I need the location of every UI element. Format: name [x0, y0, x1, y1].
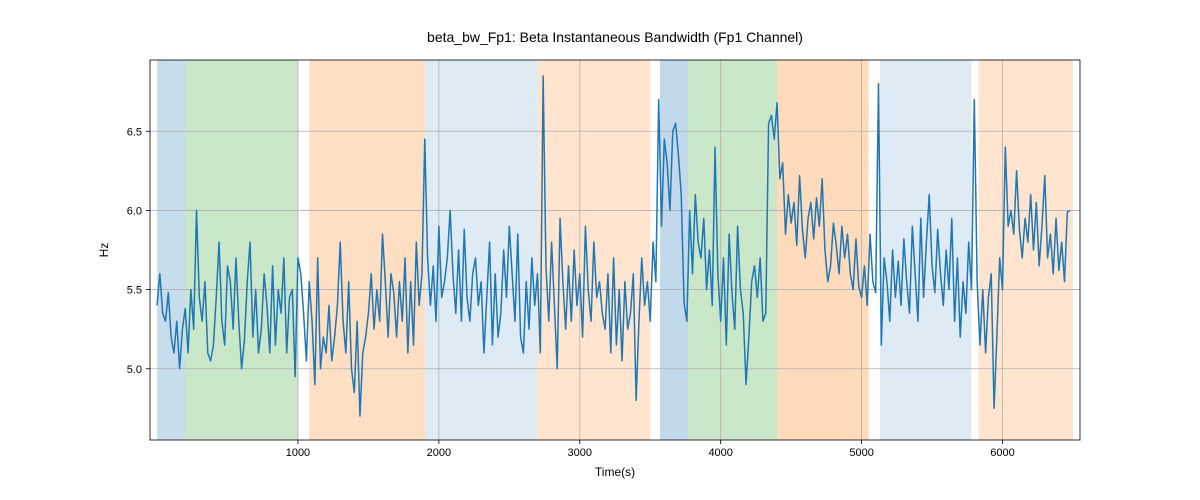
- ytick-label: 5.0: [127, 364, 142, 376]
- region-1: [185, 60, 298, 440]
- xtick-label: 4000: [708, 447, 732, 459]
- region-2: [309, 60, 425, 440]
- region-5: [660, 60, 688, 440]
- y-axis-label: Hz: [97, 243, 111, 258]
- xtick-label: 3000: [568, 447, 592, 459]
- xtick-label: 5000: [849, 447, 873, 459]
- ytick-label: 6.0: [127, 205, 142, 217]
- ytick-label: 5.5: [127, 285, 142, 297]
- region-3: [425, 60, 538, 440]
- xtick-label: 1000: [286, 447, 310, 459]
- ytick-label: 6.5: [127, 126, 142, 138]
- background-regions: [157, 60, 1073, 440]
- xtick-label: 6000: [990, 447, 1014, 459]
- chart-svg: 1000 2000 3000 4000 5000 6000 5.0 5.5 6.0 6.5 beta…: [0, 0, 1200, 500]
- chart-title: beta_bw_Fp1: Beta Instantaneous Bandwidt…: [427, 29, 803, 45]
- region-9: [979, 60, 1073, 440]
- chart-container: 1000 2000 3000 4000 5000 6000 5.0 5.5 6.0 6.5 beta…: [0, 0, 1200, 500]
- xtick-label: 2000: [427, 447, 451, 459]
- region-0: [157, 60, 185, 440]
- x-axis-label: Time(s): [595, 465, 635, 479]
